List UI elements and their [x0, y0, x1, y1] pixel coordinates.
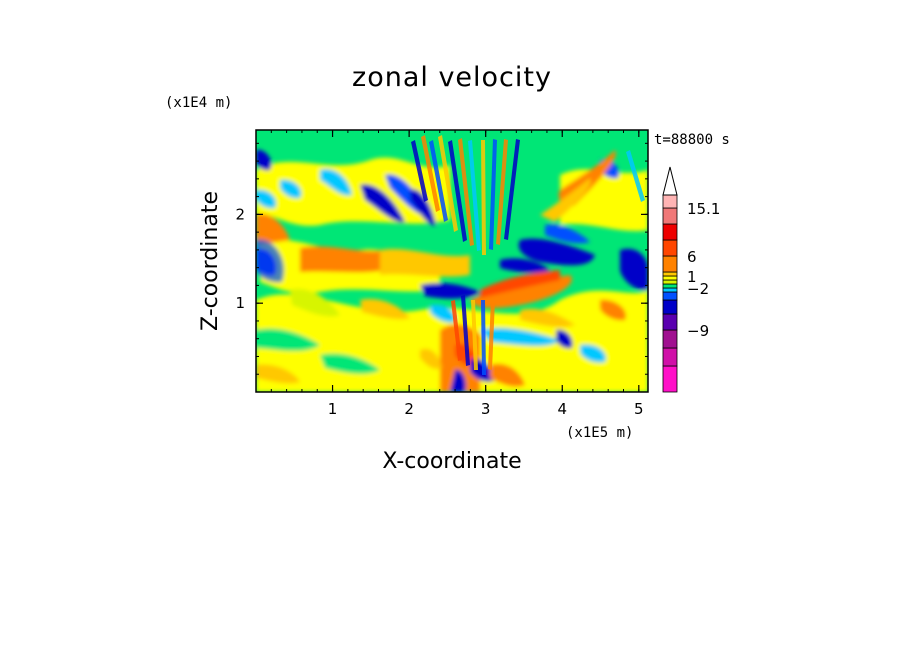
- x-axis-label: X-coordinate: [382, 449, 521, 474]
- x-scale-label: (x1E5 m): [566, 425, 633, 441]
- colorbar-label: 15.1: [687, 200, 720, 218]
- colorbar-swatch: [662, 223, 678, 241]
- y-axis-label: Z-coordinate: [198, 191, 223, 331]
- colorbar-swatch: [662, 329, 678, 349]
- plot-frame: [255, 129, 649, 393]
- colorbar-swatch: [662, 287, 678, 293]
- colorbar-swatch: [662, 239, 678, 257]
- colorbar-swatch: [662, 194, 678, 209]
- colorbar-swatch: [662, 275, 678, 281]
- colorbar-label: 1: [687, 268, 697, 286]
- y-axis-ticks: 12: [235, 142, 648, 375]
- x-tick-label: 2: [404, 400, 414, 418]
- colorbar-swatch: [662, 255, 678, 273]
- colorbar-swatch: [662, 271, 678, 277]
- colorbar-swatch: [662, 313, 678, 331]
- time-label: t=88800 s: [654, 132, 730, 148]
- x-tick-label: 5: [634, 400, 644, 418]
- contour-field: [256, 130, 648, 392]
- colorbar-swatch: [662, 283, 678, 289]
- colorbar-label: −2: [687, 280, 709, 298]
- y-scale-label: (x1E4 m): [165, 95, 232, 111]
- y-tick-label: 1: [235, 294, 245, 312]
- x-tick-label: 1: [328, 400, 338, 418]
- x-axis-ticks: 1 2 3 4 5: [270, 130, 644, 418]
- colorbar-swatch: [662, 365, 678, 393]
- colorbar-extend-cap: [662, 166, 678, 196]
- x-tick-label: 4: [557, 400, 567, 418]
- colorbar-swatch: [662, 299, 678, 315]
- y-tick-label: 2: [235, 205, 245, 223]
- colorbar: 15.1 6 1−2 −9: [662, 166, 720, 393]
- chart-title: zonal velocity: [352, 62, 552, 93]
- colorbar-swatch: [662, 291, 678, 301]
- colorbar-swatch: [662, 207, 678, 225]
- colorbar-swatch: [662, 279, 678, 285]
- colorbar-label: −9: [687, 322, 709, 340]
- colorbar-label: 6: [687, 248, 697, 266]
- x-tick-label: 3: [481, 400, 491, 418]
- colorbar-swatch: [662, 347, 678, 367]
